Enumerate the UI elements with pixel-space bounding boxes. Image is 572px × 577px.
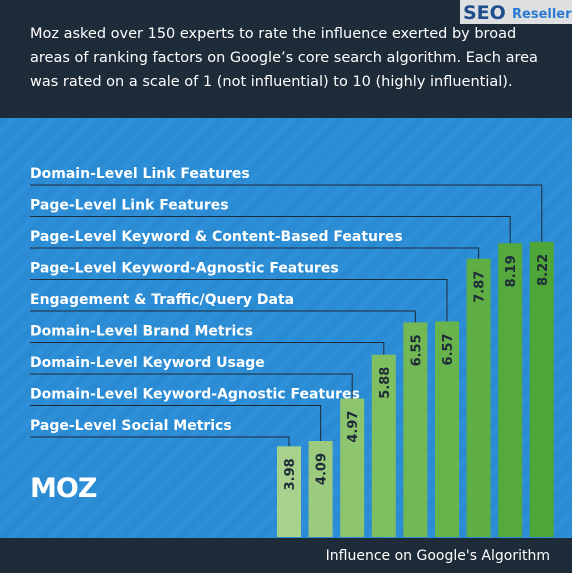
bar [277, 446, 301, 537]
bar [308, 441, 333, 537]
bar [340, 398, 365, 537]
leader-line [30, 436, 290, 447]
category-label: Engagement & Traffic/Query Data [30, 292, 294, 308]
category-label: Domain-Level Keyword Usage [30, 355, 265, 371]
leader-line [30, 279, 448, 322]
value-label: 4.97 [346, 411, 361, 443]
bar [498, 243, 523, 537]
leader-line [30, 405, 322, 442]
category-label: Page-Level Social Metrics [30, 418, 232, 434]
subtitle-line: areas of ranking factors on Google’s cor… [30, 50, 538, 66]
bar [435, 321, 459, 537]
bar [371, 354, 396, 537]
category-label: Page-Level Keyword-Agnostic Features [30, 261, 339, 277]
leader-line [30, 310, 416, 323]
bar [466, 258, 491, 537]
leader-line [30, 247, 480, 259]
bar [403, 322, 428, 537]
value-label: 6.55 [409, 334, 424, 366]
footer-band [0, 538, 572, 573]
leader-line [30, 184, 543, 242]
value-label: 6.57 [441, 333, 456, 365]
category-label: Domain-Level Brand Metrics [30, 324, 253, 340]
category-label: Page-Level Keyword & Content-Based Featu… [30, 229, 403, 245]
bar [529, 241, 554, 537]
watermark: Resellers [512, 7, 572, 22]
value-label: 8.22 [536, 254, 551, 286]
category-label: Domain-Level Link Features [30, 166, 250, 182]
leader-line [30, 216, 511, 244]
leader-line [30, 342, 385, 355]
value-label: 5.88 [378, 367, 393, 399]
value-label: 4.09 [315, 453, 330, 485]
watermark-bg [460, 0, 572, 24]
watermark: SEO [463, 2, 506, 24]
value-label: 7.87 [473, 271, 488, 303]
category-label: Page-Level Link Features [30, 198, 229, 214]
subtitle-line: Moz asked over 150 experts to rate the i… [30, 26, 516, 42]
leader-line [30, 373, 353, 399]
value-label: 3.98 [283, 458, 298, 490]
subtitle-line: was rated on a scale of 1 (not influenti… [30, 74, 513, 90]
value-label: 8.19 [504, 255, 519, 287]
x-axis-label: Influence on Google's Algorithm [326, 548, 550, 564]
logo: MOZ [30, 473, 97, 504]
category-label: Domain-Level Keyword-Agnostic Features [30, 387, 360, 403]
